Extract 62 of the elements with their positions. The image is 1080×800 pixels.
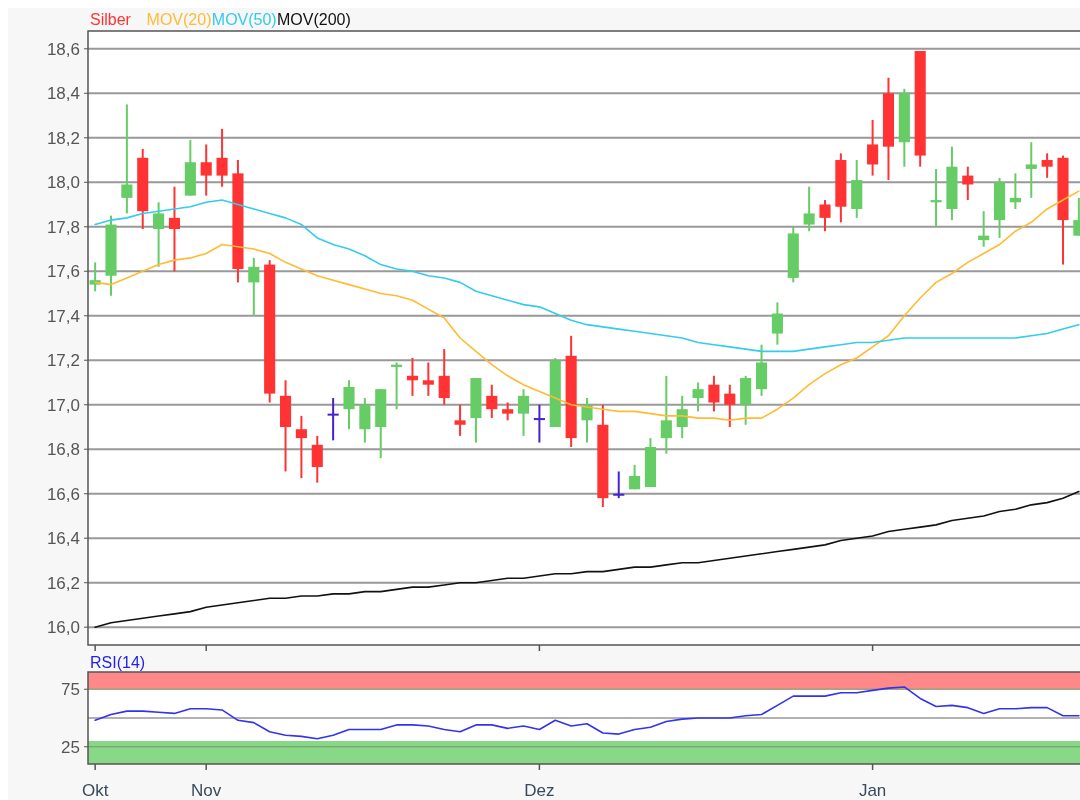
- candlestick: [216, 127, 228, 188]
- y-tick-label: 75: [61, 680, 80, 700]
- candlestick: [406, 357, 419, 397]
- candlestick: [343, 379, 355, 431]
- candlestick: [613, 470, 625, 500]
- y-tick-label: 18,6: [46, 39, 80, 59]
- candlestick: [438, 348, 450, 406]
- y-tick-label: 17,2: [46, 351, 80, 371]
- y-tick-label: 16,8: [46, 440, 80, 460]
- candlestick: [724, 383, 736, 428]
- candlestick: [1009, 172, 1021, 210]
- candlestick: [1025, 141, 1037, 199]
- y-tick-label: 16,0: [46, 618, 80, 638]
- candlestick: [200, 143, 212, 197]
- y-tick-label: 18,4: [46, 84, 80, 104]
- text: MOV(50): [211, 11, 277, 28]
- candlestick: [692, 381, 704, 413]
- y-tick-label: 16,2: [46, 573, 80, 593]
- candlestick: [248, 256, 260, 317]
- text: Silber: [90, 11, 132, 28]
- candlestick: [311, 434, 323, 484]
- chart-title: RSI(14): [90, 654, 146, 671]
- candlestick: [517, 388, 530, 437]
- candlestick: [153, 201, 165, 268]
- candlestick: [962, 165, 974, 202]
- y-tick-label: 17,8: [46, 217, 80, 237]
- candlestick: [803, 185, 815, 233]
- y-tick-label: 25: [61, 737, 80, 757]
- candlestick: [454, 403, 466, 437]
- y-tick-label: 16,4: [46, 529, 80, 549]
- text: MOV(20): [146, 11, 212, 28]
- candlestick: [771, 301, 783, 346]
- x-tick-label: Okt: [81, 781, 109, 800]
- candlestick: [581, 397, 593, 444]
- candlestick: [121, 103, 133, 215]
- candlestick: [660, 374, 672, 455]
- candlestick: [422, 361, 434, 397]
- line-series: [94, 686, 1080, 740]
- y-tick-label: 17,6: [46, 262, 80, 282]
- line-series: [94, 490, 1080, 628]
- text: MOV(200): [277, 11, 351, 28]
- candlestick: [327, 397, 339, 442]
- candlestick: [978, 210, 990, 248]
- candlestick: [867, 118, 879, 177]
- candlestick: [1041, 152, 1053, 179]
- line-series: [94, 199, 1080, 353]
- candlestick: [676, 394, 688, 440]
- y-tick-label: 18,0: [46, 173, 80, 193]
- y-tick-label: 16,6: [46, 484, 80, 504]
- y-tick-label: 18,2: [46, 128, 80, 148]
- candlestick: [168, 185, 181, 273]
- candlestick: [295, 414, 307, 480]
- candlestick: [533, 403, 545, 444]
- candlestick: [819, 199, 831, 233]
- x-tick-label: Jan: [858, 781, 887, 800]
- x-tick-label: Nov: [191, 781, 222, 800]
- x-tick-label: Dez: [524, 781, 555, 800]
- candlestick: [486, 383, 498, 420]
- y-tick-label: 17,0: [46, 395, 80, 415]
- y-tick-label: 17,4: [46, 306, 80, 326]
- candlestick: [708, 374, 720, 413]
- candlestick: [629, 463, 641, 491]
